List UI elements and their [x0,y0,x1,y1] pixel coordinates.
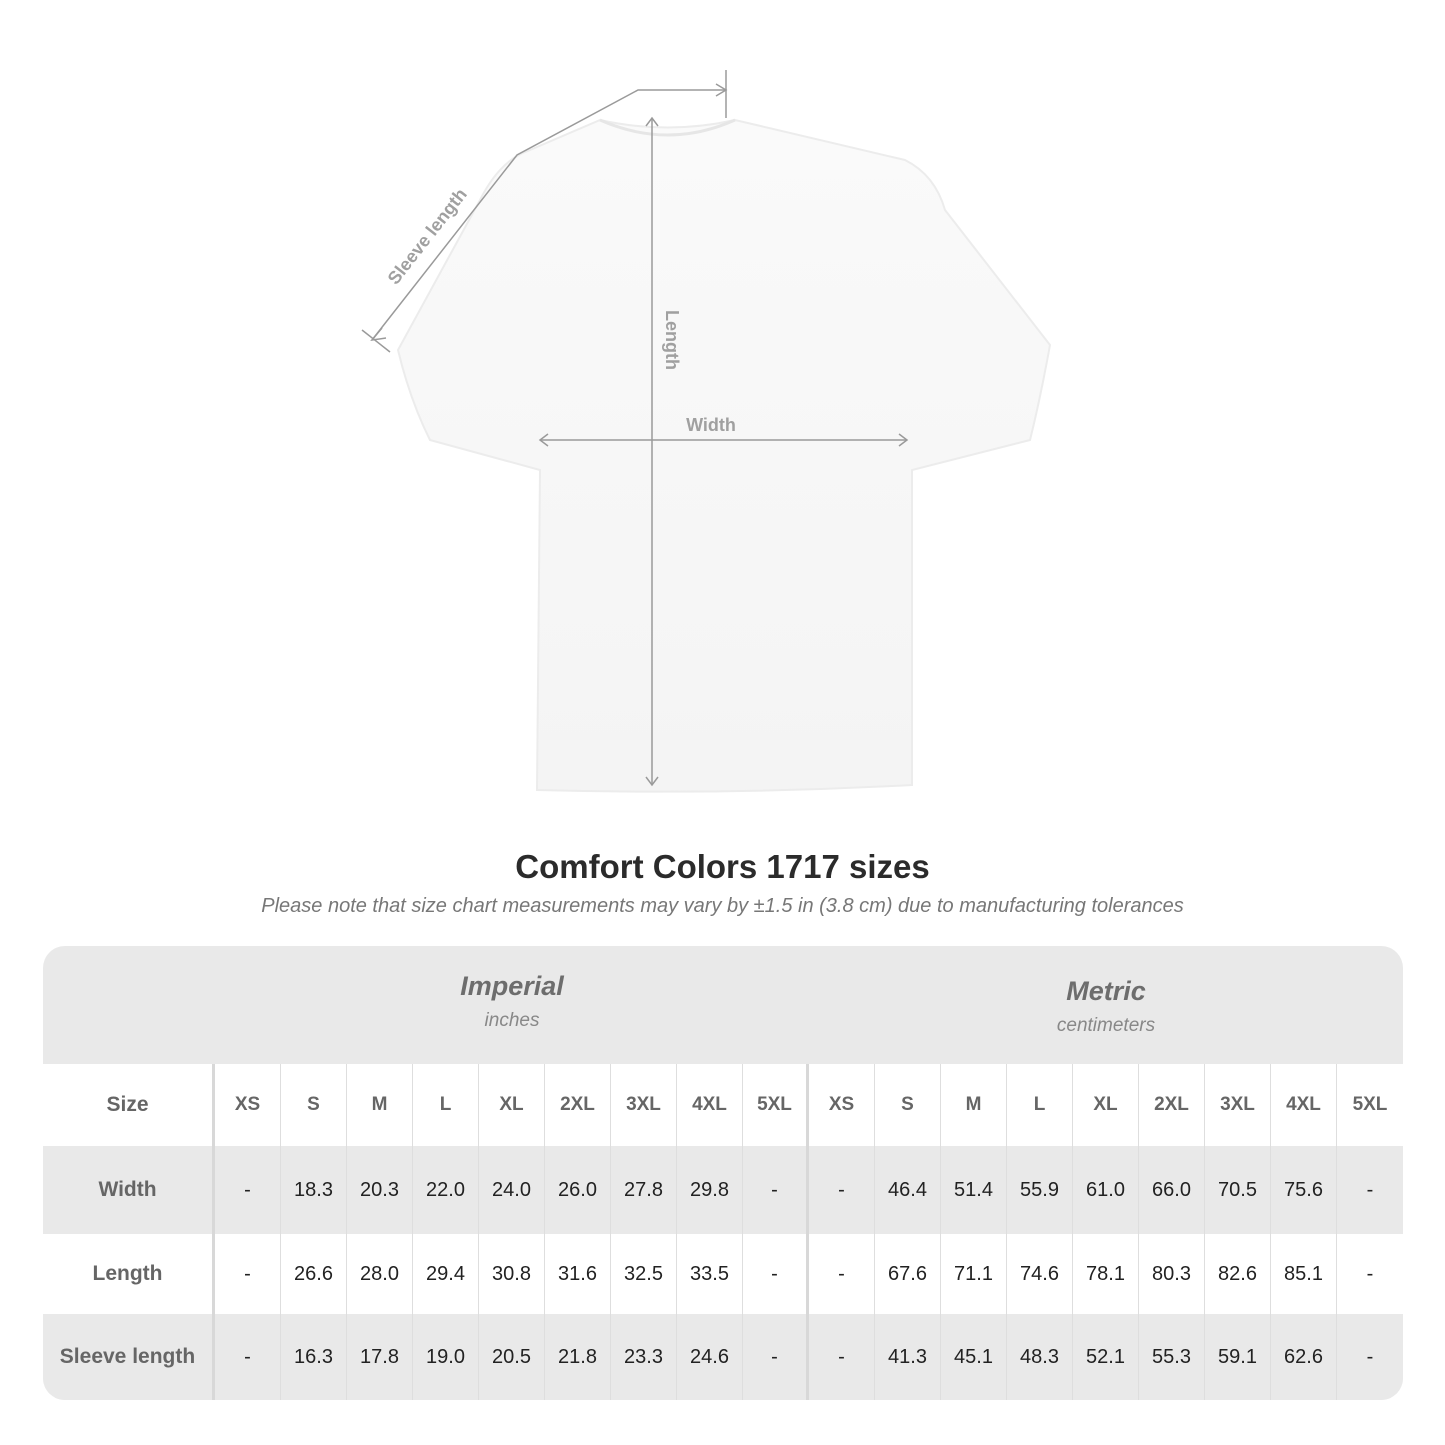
table-cell: 29.4 [413,1234,479,1314]
table-cell: - [215,1146,281,1234]
table-cell: - [743,1234,809,1314]
size-header-cell: XL [479,1064,545,1146]
imperial-header: Imperial inches [215,946,809,1064]
table-cell: - [809,1146,875,1234]
table-cell: 24.6 [677,1314,743,1400]
tshirt-shape [396,118,1052,793]
table-cell: 24.0 [479,1146,545,1234]
table-cell: 74.6 [1007,1234,1073,1314]
table-cell: - [809,1314,875,1400]
table-cell: 20.5 [479,1314,545,1400]
table-cell: 30.8 [479,1234,545,1314]
table-cell: 46.4 [875,1146,941,1234]
size-header-cell: 4XL [677,1064,743,1146]
page-title: Comfort Colors 1717 sizes [515,848,930,885]
table-cell: 19.0 [413,1314,479,1400]
table-cell: 29.8 [677,1146,743,1234]
size-header-cell: 2XL [1139,1064,1205,1146]
metric-title: Metric [1066,976,1146,1006]
width-label: Width [686,415,736,435]
table-cell: 21.8 [545,1314,611,1400]
table-cell: 32.5 [611,1234,677,1314]
table-cell: 26.0 [545,1146,611,1234]
table-cell: 67.6 [875,1234,941,1314]
size-header-cell: 4XL [1271,1064,1337,1146]
size-header-cell: M [941,1064,1007,1146]
table-cell: 62.6 [1271,1314,1337,1400]
table-cell: - [1366,1178,1374,1201]
table-cell: - [743,1314,809,1400]
size-header-cell: L [1007,1064,1073,1146]
table-cell: - [1366,1345,1374,1368]
table-cell: 52.1 [1073,1314,1139,1400]
table-cell: 61.0 [1073,1146,1139,1234]
table-cell: 20.3 [347,1146,413,1234]
size-header-cell: XS [809,1064,875,1146]
table-row: Sleeve length -16.3 17.8 19.0 20.5 21.8 23.3 24… [43,1314,1403,1400]
size-header-cell: XS [215,1064,281,1146]
size-table: Imperial inches Metric centimeters Size X… [43,946,1403,1400]
table-cell: 82.6 [1205,1234,1271,1314]
table-row: Length -26.6 28.0 29.4 30.8 31.6 32.5 33.5- -67.… [43,1234,1403,1314]
table-cell: 18.3 [281,1146,347,1234]
imperial-unit: inches [484,1010,540,1031]
row-label: Sleeve length [43,1314,215,1400]
table-cell: 23.3 [611,1314,677,1400]
size-header-cell: S [281,1064,347,1146]
length-label: Length [662,310,682,370]
size-header-cell: 5XL [1352,1094,1388,1115]
size-header-cell: 3XL [1205,1064,1271,1146]
row-label: Length [43,1234,215,1314]
tshirt-diagram: Sleeve length Length Width [361,70,1052,793]
table-cell: 75.6 [1271,1146,1337,1234]
table-row: Width -18.3 20.3 22.0 24.0 26.0 27.8 29.8- -46.4… [43,1146,1403,1234]
imperial-title: Imperial [460,971,564,1001]
size-header-cell: S [875,1064,941,1146]
table-cell: 26.6 [281,1234,347,1314]
size-header-cell: 2XL [545,1064,611,1146]
table-cell: 70.5 [1205,1146,1271,1234]
table-cell: 31.6 [545,1234,611,1314]
row-label: Width [43,1146,215,1234]
size-header-cell: M [347,1064,413,1146]
metric-header: Metric centimeters [809,946,1403,1064]
table-cell: 66.0 [1139,1146,1205,1234]
size-header-row: Size XS S M L XL 2XL 3XL 4XL 5XL XS S M L XL 2XL 3XL 4XL 5… [43,1064,1403,1146]
tolerance-note: Please note that size chart measurements… [261,895,1184,917]
table-cell: 51.4 [941,1146,1007,1234]
table-cell: 45.1 [941,1314,1007,1400]
table-cell: 71.1 [941,1234,1007,1314]
table-cell: 59.1 [1205,1314,1271,1400]
table-cell: - [215,1314,281,1400]
table-cell: 85.1 [1271,1234,1337,1314]
table-cell: 16.3 [281,1314,347,1400]
table-cell: 22.0 [413,1146,479,1234]
table-cell: - [743,1146,809,1234]
table-cell: 27.8 [611,1146,677,1234]
size-header-cell: XL [1073,1064,1139,1146]
table-cell: 55.3 [1139,1314,1205,1400]
table-cell: 17.8 [347,1314,413,1400]
table-cell: - [215,1234,281,1314]
table-cell: 41.3 [875,1314,941,1400]
metric-unit: centimeters [1056,1015,1156,1036]
size-header-cell: L [413,1064,479,1146]
table-cell: 80.3 [1139,1234,1205,1314]
table-cell: 28.0 [347,1234,413,1314]
table-cell: 48.3 [1007,1314,1073,1400]
table-cell: 78.1 [1073,1234,1139,1314]
table-cell: - [809,1234,875,1314]
row-label: Size [43,1064,215,1146]
size-header-cell: 5XL [743,1064,809,1146]
size-header-cell: 3XL [611,1064,677,1146]
table-cell: 55.9 [1007,1146,1073,1234]
table-cell: 33.5 [677,1234,743,1314]
table-cell: - [1366,1262,1374,1285]
